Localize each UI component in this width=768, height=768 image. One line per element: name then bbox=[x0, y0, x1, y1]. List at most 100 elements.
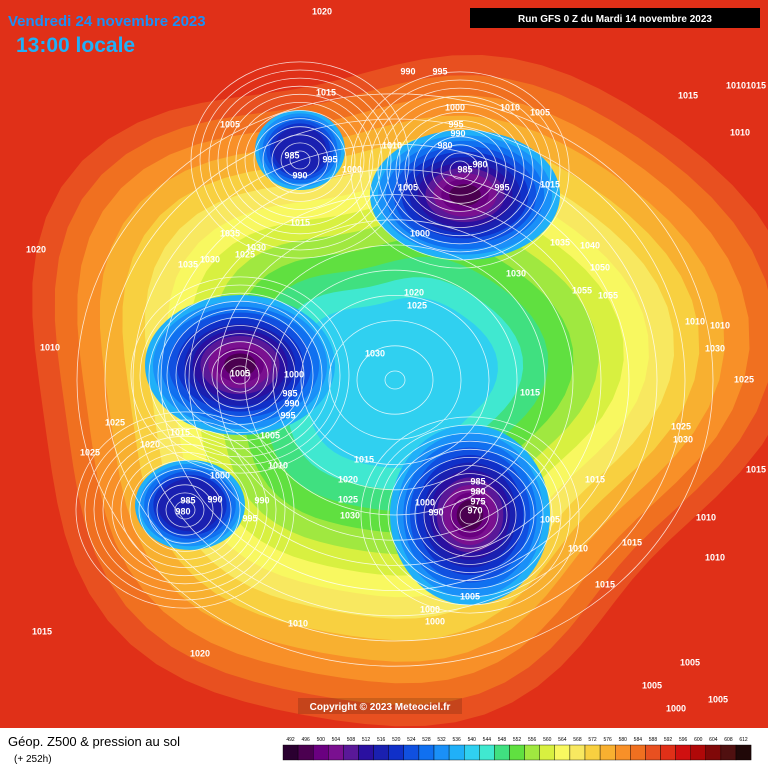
isobar bbox=[360, 416, 580, 614]
isobar bbox=[216, 219, 574, 541]
isobar bbox=[378, 432, 562, 598]
isobar-label: 990 bbox=[450, 128, 465, 138]
isobar-label: 1010 bbox=[268, 460, 288, 470]
isobar-label: 1000 bbox=[445, 102, 465, 112]
isobar-label: 1005 bbox=[540, 514, 560, 524]
isobar-label: 1010 bbox=[685, 316, 705, 326]
isobar-label: 1000 bbox=[342, 164, 362, 174]
isobar-label: 975 bbox=[470, 496, 485, 506]
copyright-box bbox=[298, 698, 462, 714]
isobar-label: 1010 bbox=[705, 552, 725, 562]
isobar bbox=[174, 500, 196, 520]
isobar bbox=[262, 126, 338, 194]
isobar bbox=[359, 79, 561, 261]
colorbar-label: 564 bbox=[558, 737, 567, 743]
colorbar-label: 604 bbox=[709, 737, 718, 743]
colorbar-label: 524 bbox=[407, 737, 416, 743]
footer-title: Géop. Z500 & pression au sol bbox=[8, 734, 180, 749]
colorbar-cell bbox=[494, 744, 510, 761]
isobar-label: 1015 bbox=[354, 454, 374, 464]
colorbar-label: 576 bbox=[603, 737, 612, 743]
isobar bbox=[253, 118, 347, 202]
isobar bbox=[188, 194, 602, 566]
isobar-label: 1030 bbox=[506, 268, 526, 278]
isobar bbox=[450, 497, 490, 533]
colorbar-cell bbox=[645, 744, 661, 761]
isobar bbox=[289, 150, 311, 170]
time: 13:00 locale bbox=[16, 34, 135, 57]
isobar-label: 1020 bbox=[338, 474, 358, 484]
colorbar-label: 512 bbox=[362, 737, 371, 743]
colorbar-label: 492 bbox=[286, 737, 295, 743]
isobar bbox=[328, 320, 462, 440]
isobar-label: 1015 bbox=[595, 579, 615, 589]
colorbar-cell bbox=[584, 744, 601, 761]
isobar-label: 995 bbox=[322, 154, 337, 164]
colorbar-label: 528 bbox=[422, 737, 431, 743]
isobar-label: 1020 bbox=[190, 648, 210, 658]
copyright: Copyright © 2023 Meteociel.fr bbox=[310, 702, 451, 713]
low-band bbox=[157, 478, 223, 532]
isobar bbox=[120, 451, 250, 568]
isobar bbox=[368, 87, 552, 253]
isobar-label: 1020 bbox=[26, 244, 46, 254]
colorbar-label: 548 bbox=[498, 737, 507, 743]
isobar-label: 1000 bbox=[284, 369, 304, 379]
colorbar-cell bbox=[720, 744, 737, 761]
isobar-label: 1000 bbox=[425, 616, 445, 626]
colorbar-cell bbox=[282, 744, 299, 761]
colorbar-cell bbox=[509, 744, 525, 761]
isobar-label: 1000 bbox=[666, 703, 686, 713]
colorbar-label: 556 bbox=[528, 737, 537, 743]
isobar-label: 985 bbox=[282, 388, 297, 398]
colorbar-cell bbox=[464, 744, 480, 761]
colorbar-cell bbox=[554, 744, 571, 761]
colorbar-label: 560 bbox=[543, 737, 552, 743]
colorbar-cell bbox=[448, 744, 465, 761]
isobar-label: 1025 bbox=[105, 417, 125, 427]
colorbar-cell bbox=[660, 744, 676, 761]
isobar-label: 1005 bbox=[230, 368, 250, 378]
isobar-label: 1015 bbox=[678, 90, 698, 100]
colorbar-label: 520 bbox=[392, 737, 401, 743]
isobar-label: 1015 bbox=[746, 464, 766, 474]
colorbar-label: 596 bbox=[679, 737, 688, 743]
date: Vendredi 24 novembre 2023 bbox=[8, 13, 206, 30]
isobar-label: 1015 bbox=[32, 626, 52, 636]
isobar bbox=[272, 269, 518, 491]
isobar-label: 1005 bbox=[642, 680, 662, 690]
isobar-label: 1020 bbox=[140, 439, 160, 449]
colorbar: 492 496 500 504 508 512 516 520 524 528 532 536 540 5… bbox=[282, 737, 752, 761]
isobar-label: 980 bbox=[470, 486, 485, 496]
colorbar-cell bbox=[675, 744, 691, 761]
contour-band bbox=[302, 297, 498, 468]
isobar bbox=[199, 69, 401, 251]
isobar-label: 1010 bbox=[568, 543, 588, 553]
isobar-label: 1025 bbox=[407, 300, 427, 310]
isobar-label: 1005 bbox=[680, 657, 700, 667]
isobar bbox=[280, 142, 320, 178]
isobar bbox=[208, 77, 392, 243]
lead-time: (+ 252h) bbox=[14, 754, 52, 765]
isobar-label: 1025 bbox=[734, 374, 754, 384]
isobar bbox=[300, 294, 490, 465]
colorbar-cell bbox=[615, 744, 631, 761]
isobar-label: 985 bbox=[470, 476, 485, 486]
isobar bbox=[440, 152, 480, 188]
isobar bbox=[441, 489, 499, 541]
colorbar-label: 612 bbox=[739, 737, 748, 743]
run-box bbox=[470, 8, 760, 28]
isobar-label: 1005 bbox=[708, 694, 728, 704]
isobar-label: 995 bbox=[242, 513, 257, 523]
colorbar-label: 592 bbox=[664, 737, 673, 743]
colorbar-cell bbox=[599, 744, 616, 761]
isobar bbox=[139, 284, 341, 466]
colorbar-label: 568 bbox=[573, 737, 582, 743]
isobar bbox=[423, 473, 517, 557]
isobar-label: 1000 bbox=[410, 228, 430, 238]
colorbar-label: 572 bbox=[588, 737, 597, 743]
isobar-label: 1035 bbox=[550, 237, 570, 247]
isobar bbox=[432, 481, 508, 549]
isobar bbox=[244, 110, 356, 210]
